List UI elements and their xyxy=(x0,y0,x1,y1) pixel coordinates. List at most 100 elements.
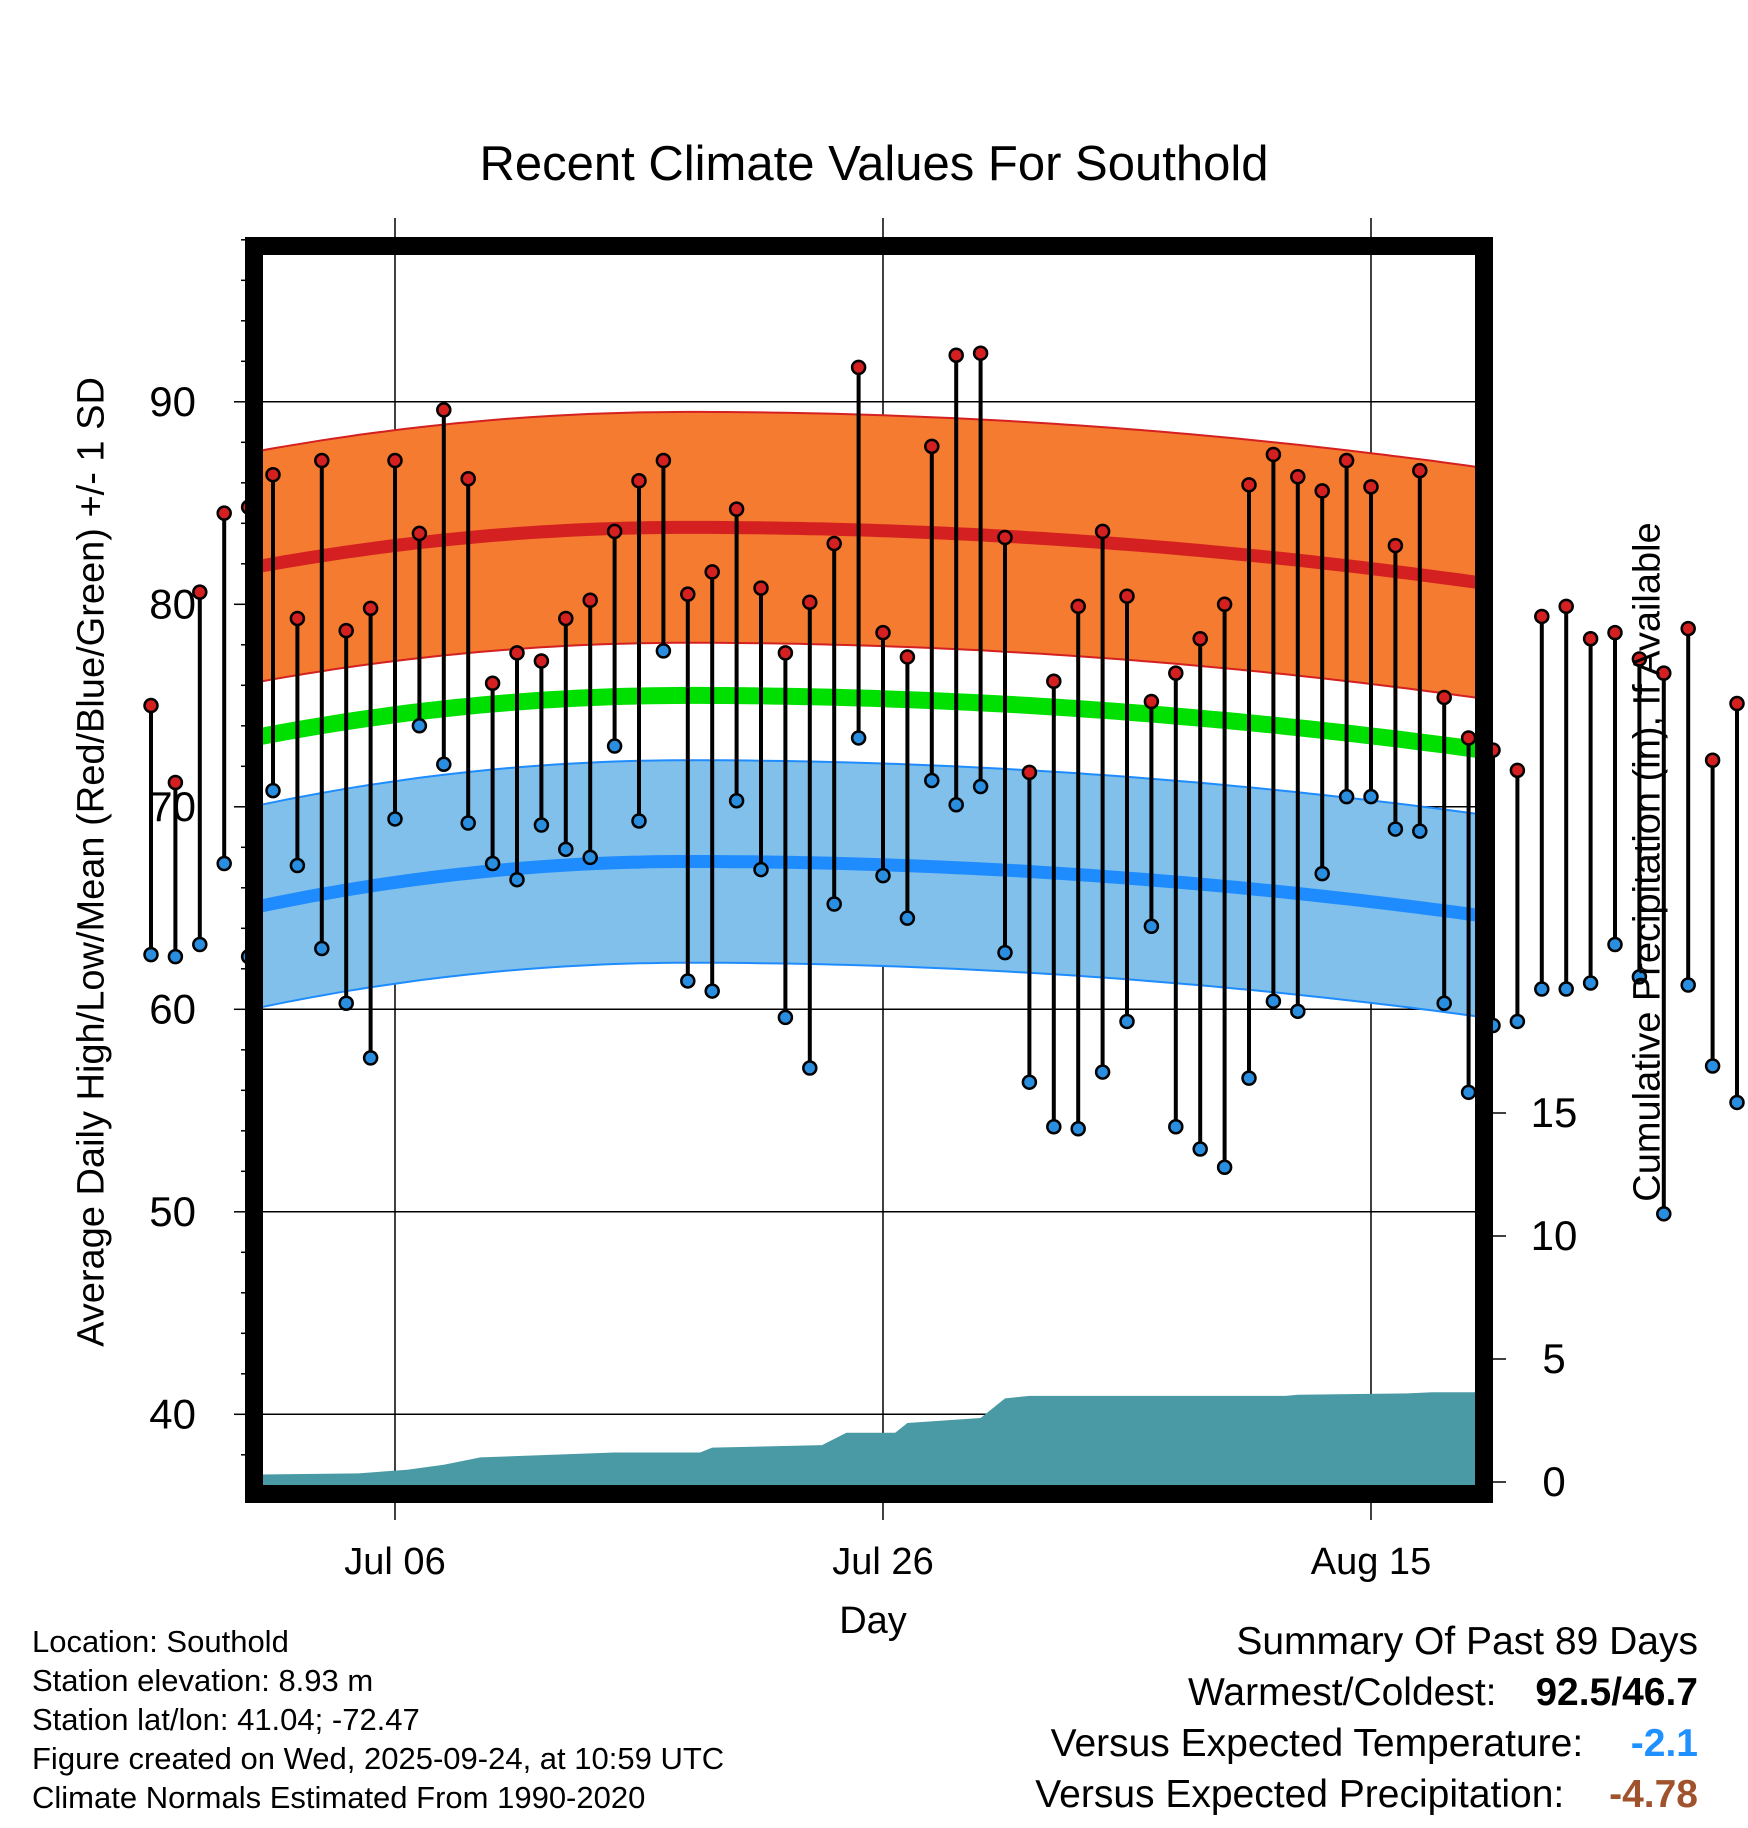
daily-high-dot xyxy=(1143,693,1160,710)
daily-low-dot xyxy=(509,871,525,888)
temp-row: Versus Expected Temperature: -2.1 xyxy=(1035,1718,1698,1769)
summary-heading: Summary Of Past 89 Days xyxy=(1236,1620,1698,1663)
location-text: Location: Southold xyxy=(32,1624,289,1659)
warm-cold-row: Warmest/Coldest: 92.5/46.7 xyxy=(1035,1667,1698,1718)
daily-high-dot xyxy=(1314,483,1330,499)
daily-high-dot xyxy=(1192,630,1208,647)
daily-high-dot xyxy=(216,505,232,521)
daily-high-dot xyxy=(704,564,720,580)
daily-high-dot xyxy=(460,471,476,487)
daily-low-dot xyxy=(753,861,769,878)
daily-low-dot xyxy=(1046,1119,1062,1135)
daily-low-dot xyxy=(338,995,354,1011)
plot-border xyxy=(245,237,1493,1503)
daily-high-dot xyxy=(1119,588,1135,604)
daily-low-dot xyxy=(1729,1094,1745,1111)
daily-low-dot xyxy=(1192,1141,1208,1157)
precip-cumulative-area xyxy=(261,1392,1477,1487)
daily-low-dot xyxy=(802,1060,818,1076)
daily-low-dot xyxy=(387,811,403,827)
daily-high-dot xyxy=(558,610,574,627)
daily-high-dot xyxy=(1582,630,1599,647)
daily-high-dot xyxy=(265,466,281,483)
daily-low-dot xyxy=(1582,975,1599,991)
created-text: Figure created on Wed, 2025-09-24, at 10… xyxy=(32,1741,725,1776)
daily-high-dot xyxy=(167,774,184,791)
daily-high-dot xyxy=(777,645,794,661)
y-left-tick-label: 90 xyxy=(149,378,196,425)
daily-high-dot xyxy=(1534,608,1550,625)
daily-low-dot xyxy=(924,772,940,789)
precip-value: -4.78 xyxy=(1609,1773,1698,1816)
daily-high-dot xyxy=(753,580,769,596)
daily-high-dot xyxy=(1436,689,1452,706)
daily-low-dot xyxy=(1338,788,1355,805)
daily-high-dot xyxy=(631,473,647,489)
daily-low-dot xyxy=(826,896,842,912)
daily-high-dot xyxy=(1070,598,1086,615)
x-tick-label: Jul 06 xyxy=(344,1541,445,1583)
daily-low-dot xyxy=(1412,823,1428,839)
daily-low-dot xyxy=(1656,1206,1672,1222)
y-right-tick-label: 15 xyxy=(1531,1089,1578,1136)
daily-high-dot xyxy=(924,438,940,455)
precip-row: Versus Expected Precipitation: -4.78 xyxy=(1035,1769,1698,1820)
daily-high-dot xyxy=(1046,673,1062,689)
daily-high-dot xyxy=(289,610,306,627)
warm-cold-value: 92.5/46.7 xyxy=(1535,1671,1698,1714)
normal-mean-line xyxy=(261,686,1477,758)
daily-high-dot xyxy=(680,586,696,602)
daily-high-dot xyxy=(362,600,379,617)
daily-low-dot xyxy=(680,973,696,989)
daily-low-dot xyxy=(1363,788,1379,805)
daily-high-dot xyxy=(1265,446,1282,463)
summary-panel: Summary Of Past 89 Days Warmest/Coldest:… xyxy=(1035,1616,1698,1820)
latlon-text: Station lat/lon: 41.04; -72.47 xyxy=(32,1702,420,1737)
daily-high-dot xyxy=(728,501,745,517)
daily-high-dot xyxy=(1729,695,1745,712)
daily-low-dot xyxy=(948,797,964,813)
daily-low-dot xyxy=(728,792,745,809)
daily-high-dot xyxy=(1216,596,1233,613)
daily-high-dot xyxy=(411,525,428,542)
daily-low-dot xyxy=(192,936,208,953)
daily-low-dot xyxy=(631,813,647,829)
daily-high-dot xyxy=(997,529,1013,546)
coldest-value: 46.7 xyxy=(1622,1671,1698,1714)
daily-low-dot xyxy=(460,815,476,831)
daily-low-dot xyxy=(1070,1121,1086,1137)
y-left-tick-label: 80 xyxy=(149,580,196,627)
daily-low-dot xyxy=(1143,918,1160,935)
daily-range-bars xyxy=(143,345,1745,1222)
daily-high-dot xyxy=(850,359,867,376)
daily-high-dot xyxy=(1290,468,1306,485)
daily-low-dot xyxy=(1387,821,1404,837)
daily-low-dot xyxy=(1168,1119,1184,1135)
daily-high-dot xyxy=(1387,537,1404,554)
y-right-tick-label: 10 xyxy=(1531,1212,1578,1259)
y-left-tick-label: 50 xyxy=(149,1188,196,1235)
normal-low-line xyxy=(261,855,1477,922)
daily-low-dot xyxy=(1704,1058,1721,1074)
daily-high-dot xyxy=(606,523,623,540)
daily-high-dot xyxy=(1607,624,1623,641)
daily-low-dot xyxy=(1119,1013,1135,1030)
x-tick-label: Jul 26 xyxy=(832,1541,933,1583)
daily-high-dot xyxy=(484,675,501,692)
y-left-tick-label: 70 xyxy=(149,783,196,830)
daily-low-dot xyxy=(314,940,330,957)
daily-high-dot xyxy=(972,345,989,361)
daily-low-dot xyxy=(704,983,720,999)
daily-high-dot xyxy=(1363,479,1379,495)
daily-high-dot xyxy=(1460,730,1477,746)
daily-low-dot xyxy=(1241,1070,1257,1086)
daily-low-dot xyxy=(899,910,916,926)
daily-low-dot xyxy=(1094,1064,1111,1080)
temp-value: -2.1 xyxy=(1630,1722,1698,1765)
daily-low-dot xyxy=(362,1050,379,1066)
daily-high-dot xyxy=(338,622,354,639)
daily-low-dot xyxy=(1607,936,1623,953)
daily-low-dot xyxy=(1314,865,1330,882)
daily-low-dot xyxy=(533,817,550,833)
y-left-tick-label: 40 xyxy=(149,1390,196,1437)
